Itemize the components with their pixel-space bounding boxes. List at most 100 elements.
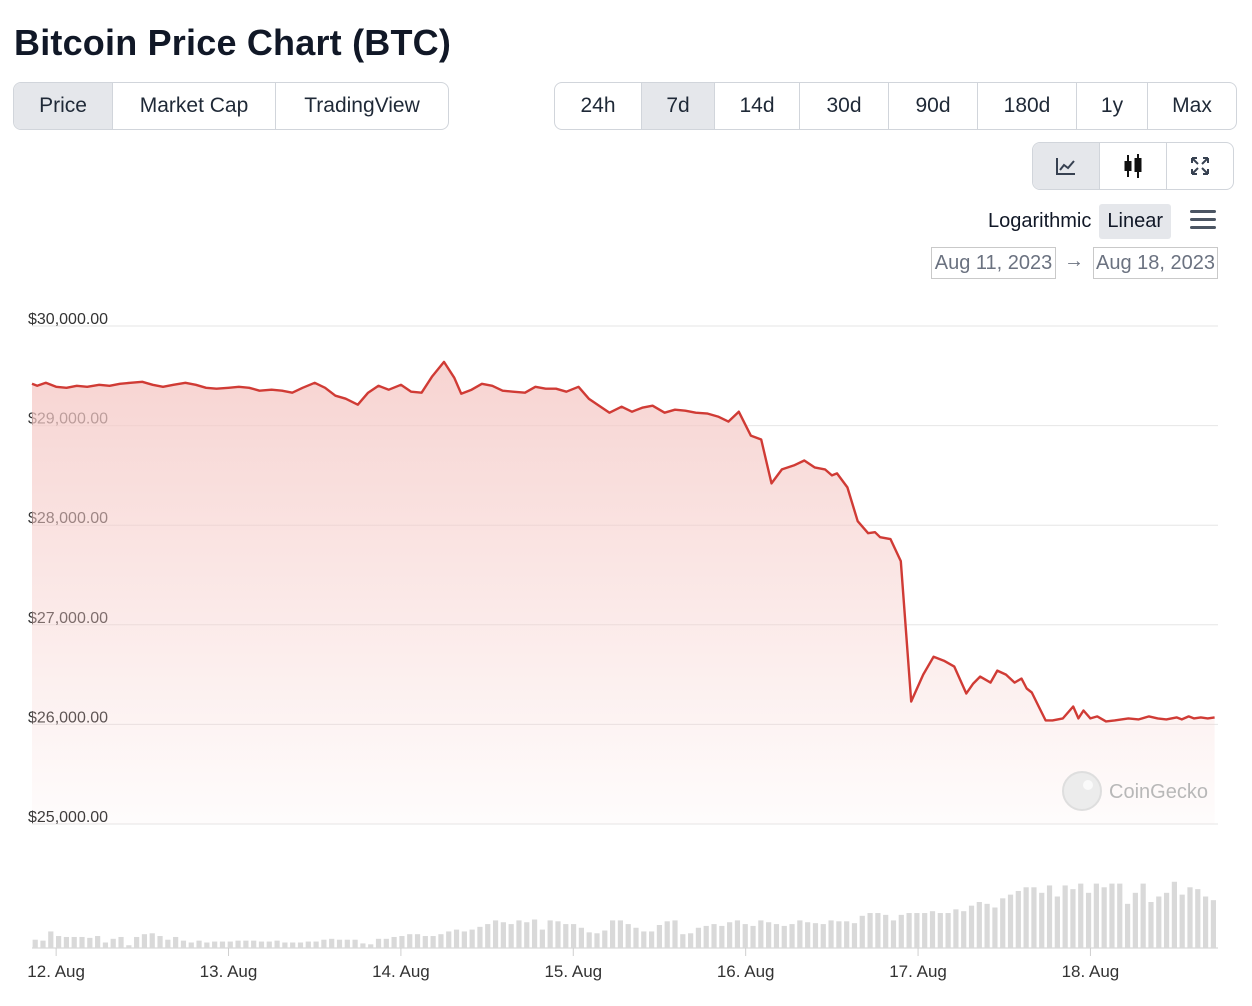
volume-bar bbox=[656, 925, 663, 948]
chart-menu-button[interactable] bbox=[1190, 210, 1216, 230]
volume-bar bbox=[703, 925, 709, 948]
volume-bar bbox=[1179, 894, 1185, 948]
range-30d[interactable]: 30d bbox=[800, 83, 889, 129]
volume-bar bbox=[570, 924, 577, 948]
volume-bar bbox=[844, 921, 850, 948]
volume-bar bbox=[695, 927, 702, 948]
volume-bar bbox=[805, 922, 811, 948]
x-tick-label: 17. Aug bbox=[889, 962, 947, 981]
y-tick-label: $25,000.00 bbox=[28, 809, 108, 826]
volume-bar bbox=[212, 941, 218, 948]
volume-bar bbox=[1085, 892, 1092, 948]
tab-market-cap[interactable]: Market Cap bbox=[113, 83, 276, 129]
volume-bar bbox=[274, 940, 280, 948]
scale-logarithmic[interactable]: Logarithmic bbox=[988, 210, 1092, 232]
volume-bars bbox=[32, 881, 1216, 948]
volume-bar bbox=[32, 939, 38, 948]
range-24h[interactable]: 24h bbox=[555, 83, 642, 129]
range-14d[interactable]: 14d bbox=[715, 83, 800, 129]
volume-bar bbox=[937, 913, 943, 948]
x-tick-label: 14. Aug bbox=[372, 962, 430, 981]
volume-bar bbox=[196, 940, 202, 948]
volume-bar bbox=[360, 943, 366, 948]
time-range-selector: 24h 7d 14d 30d 90d 180d 1y Max bbox=[554, 82, 1237, 130]
volume-bar bbox=[1062, 885, 1068, 948]
volume-bar bbox=[118, 936, 124, 948]
volume-bar bbox=[789, 924, 795, 948]
volume-bar bbox=[539, 929, 545, 948]
volume-bar bbox=[508, 924, 514, 948]
volume-bar bbox=[547, 920, 553, 948]
chart-type-tabs: Price Market Cap TradingView bbox=[13, 82, 449, 130]
volume-bar bbox=[446, 931, 452, 948]
volume-bar bbox=[290, 942, 296, 948]
volume-bar bbox=[414, 934, 421, 948]
volume-bar bbox=[180, 940, 187, 948]
volume-bar bbox=[1078, 883, 1084, 948]
range-1y[interactable]: 1y bbox=[1077, 83, 1148, 129]
volume-bar bbox=[391, 936, 397, 948]
volume-bar bbox=[266, 941, 272, 948]
volume-bar bbox=[555, 921, 561, 948]
fullscreen-button[interactable] bbox=[1167, 143, 1233, 189]
volume-bar bbox=[867, 913, 873, 948]
range-180d[interactable]: 180d bbox=[978, 83, 1077, 129]
coingecko-watermark: CoinGecko bbox=[1062, 771, 1208, 811]
volume-bar bbox=[492, 920, 499, 948]
volume-bar bbox=[1031, 887, 1037, 948]
volume-bar bbox=[368, 944, 374, 948]
volume-bar bbox=[524, 922, 530, 948]
tab-price[interactable]: Price bbox=[14, 83, 113, 129]
volume-bar bbox=[531, 919, 538, 948]
volume-bar bbox=[344, 939, 350, 948]
volume-bar bbox=[149, 933, 155, 948]
volume-bar bbox=[711, 924, 717, 948]
range-90d[interactable]: 90d bbox=[889, 83, 978, 129]
range-max[interactable]: Max bbox=[1172, 94, 1212, 117]
volume-bar bbox=[828, 920, 834, 948]
volume-bar bbox=[1195, 889, 1201, 948]
date-from-input[interactable]: Aug 11, 2023 bbox=[931, 247, 1056, 279]
volume-bar bbox=[79, 936, 85, 948]
volume-bar bbox=[859, 915, 865, 948]
date-to-input[interactable]: Aug 18, 2023 bbox=[1093, 247, 1218, 279]
volume-bar bbox=[321, 939, 327, 948]
volume-bar bbox=[438, 934, 444, 948]
volume-bar bbox=[719, 925, 725, 948]
volume-bar bbox=[750, 925, 756, 948]
volume-bar bbox=[836, 921, 842, 948]
volume-bar bbox=[812, 923, 819, 948]
volume-bar bbox=[781, 925, 787, 948]
range-7d[interactable]: 7d bbox=[642, 83, 715, 129]
volume-bar bbox=[594, 933, 600, 948]
volume-bar bbox=[1000, 898, 1006, 948]
volume-bar bbox=[102, 942, 109, 948]
volume-bar bbox=[906, 913, 912, 948]
volume-bar bbox=[820, 924, 826, 948]
volume-bar bbox=[95, 936, 101, 948]
volume-bar bbox=[688, 933, 694, 948]
volume-bar bbox=[165, 939, 171, 948]
volume-bar bbox=[953, 909, 959, 948]
volume-bar bbox=[453, 929, 460, 948]
candlestick-button[interactable] bbox=[1100, 143, 1167, 189]
volume-bar bbox=[961, 911, 967, 948]
x-tick-label: 16. Aug bbox=[717, 962, 775, 981]
volume-bar bbox=[227, 941, 233, 948]
line-chart-button[interactable] bbox=[1033, 143, 1100, 189]
volume-bar bbox=[1140, 883, 1146, 948]
volume-bar bbox=[1023, 887, 1029, 948]
volume-bar bbox=[586, 932, 592, 948]
candlestick-icon bbox=[1124, 154, 1142, 178]
x-tick-label: 13. Aug bbox=[200, 962, 258, 981]
line-chart-icon bbox=[1056, 158, 1075, 175]
volume-bar bbox=[578, 927, 584, 948]
tab-tradingview[interactable]: TradingView bbox=[304, 94, 420, 117]
volume-bar bbox=[485, 924, 491, 948]
volume-bar bbox=[469, 929, 475, 948]
volume-bar bbox=[48, 931, 54, 948]
volume-bar bbox=[383, 938, 389, 948]
scale-linear[interactable]: Linear bbox=[1099, 204, 1171, 239]
volume-bar bbox=[914, 913, 920, 948]
volume-bar bbox=[87, 937, 93, 948]
